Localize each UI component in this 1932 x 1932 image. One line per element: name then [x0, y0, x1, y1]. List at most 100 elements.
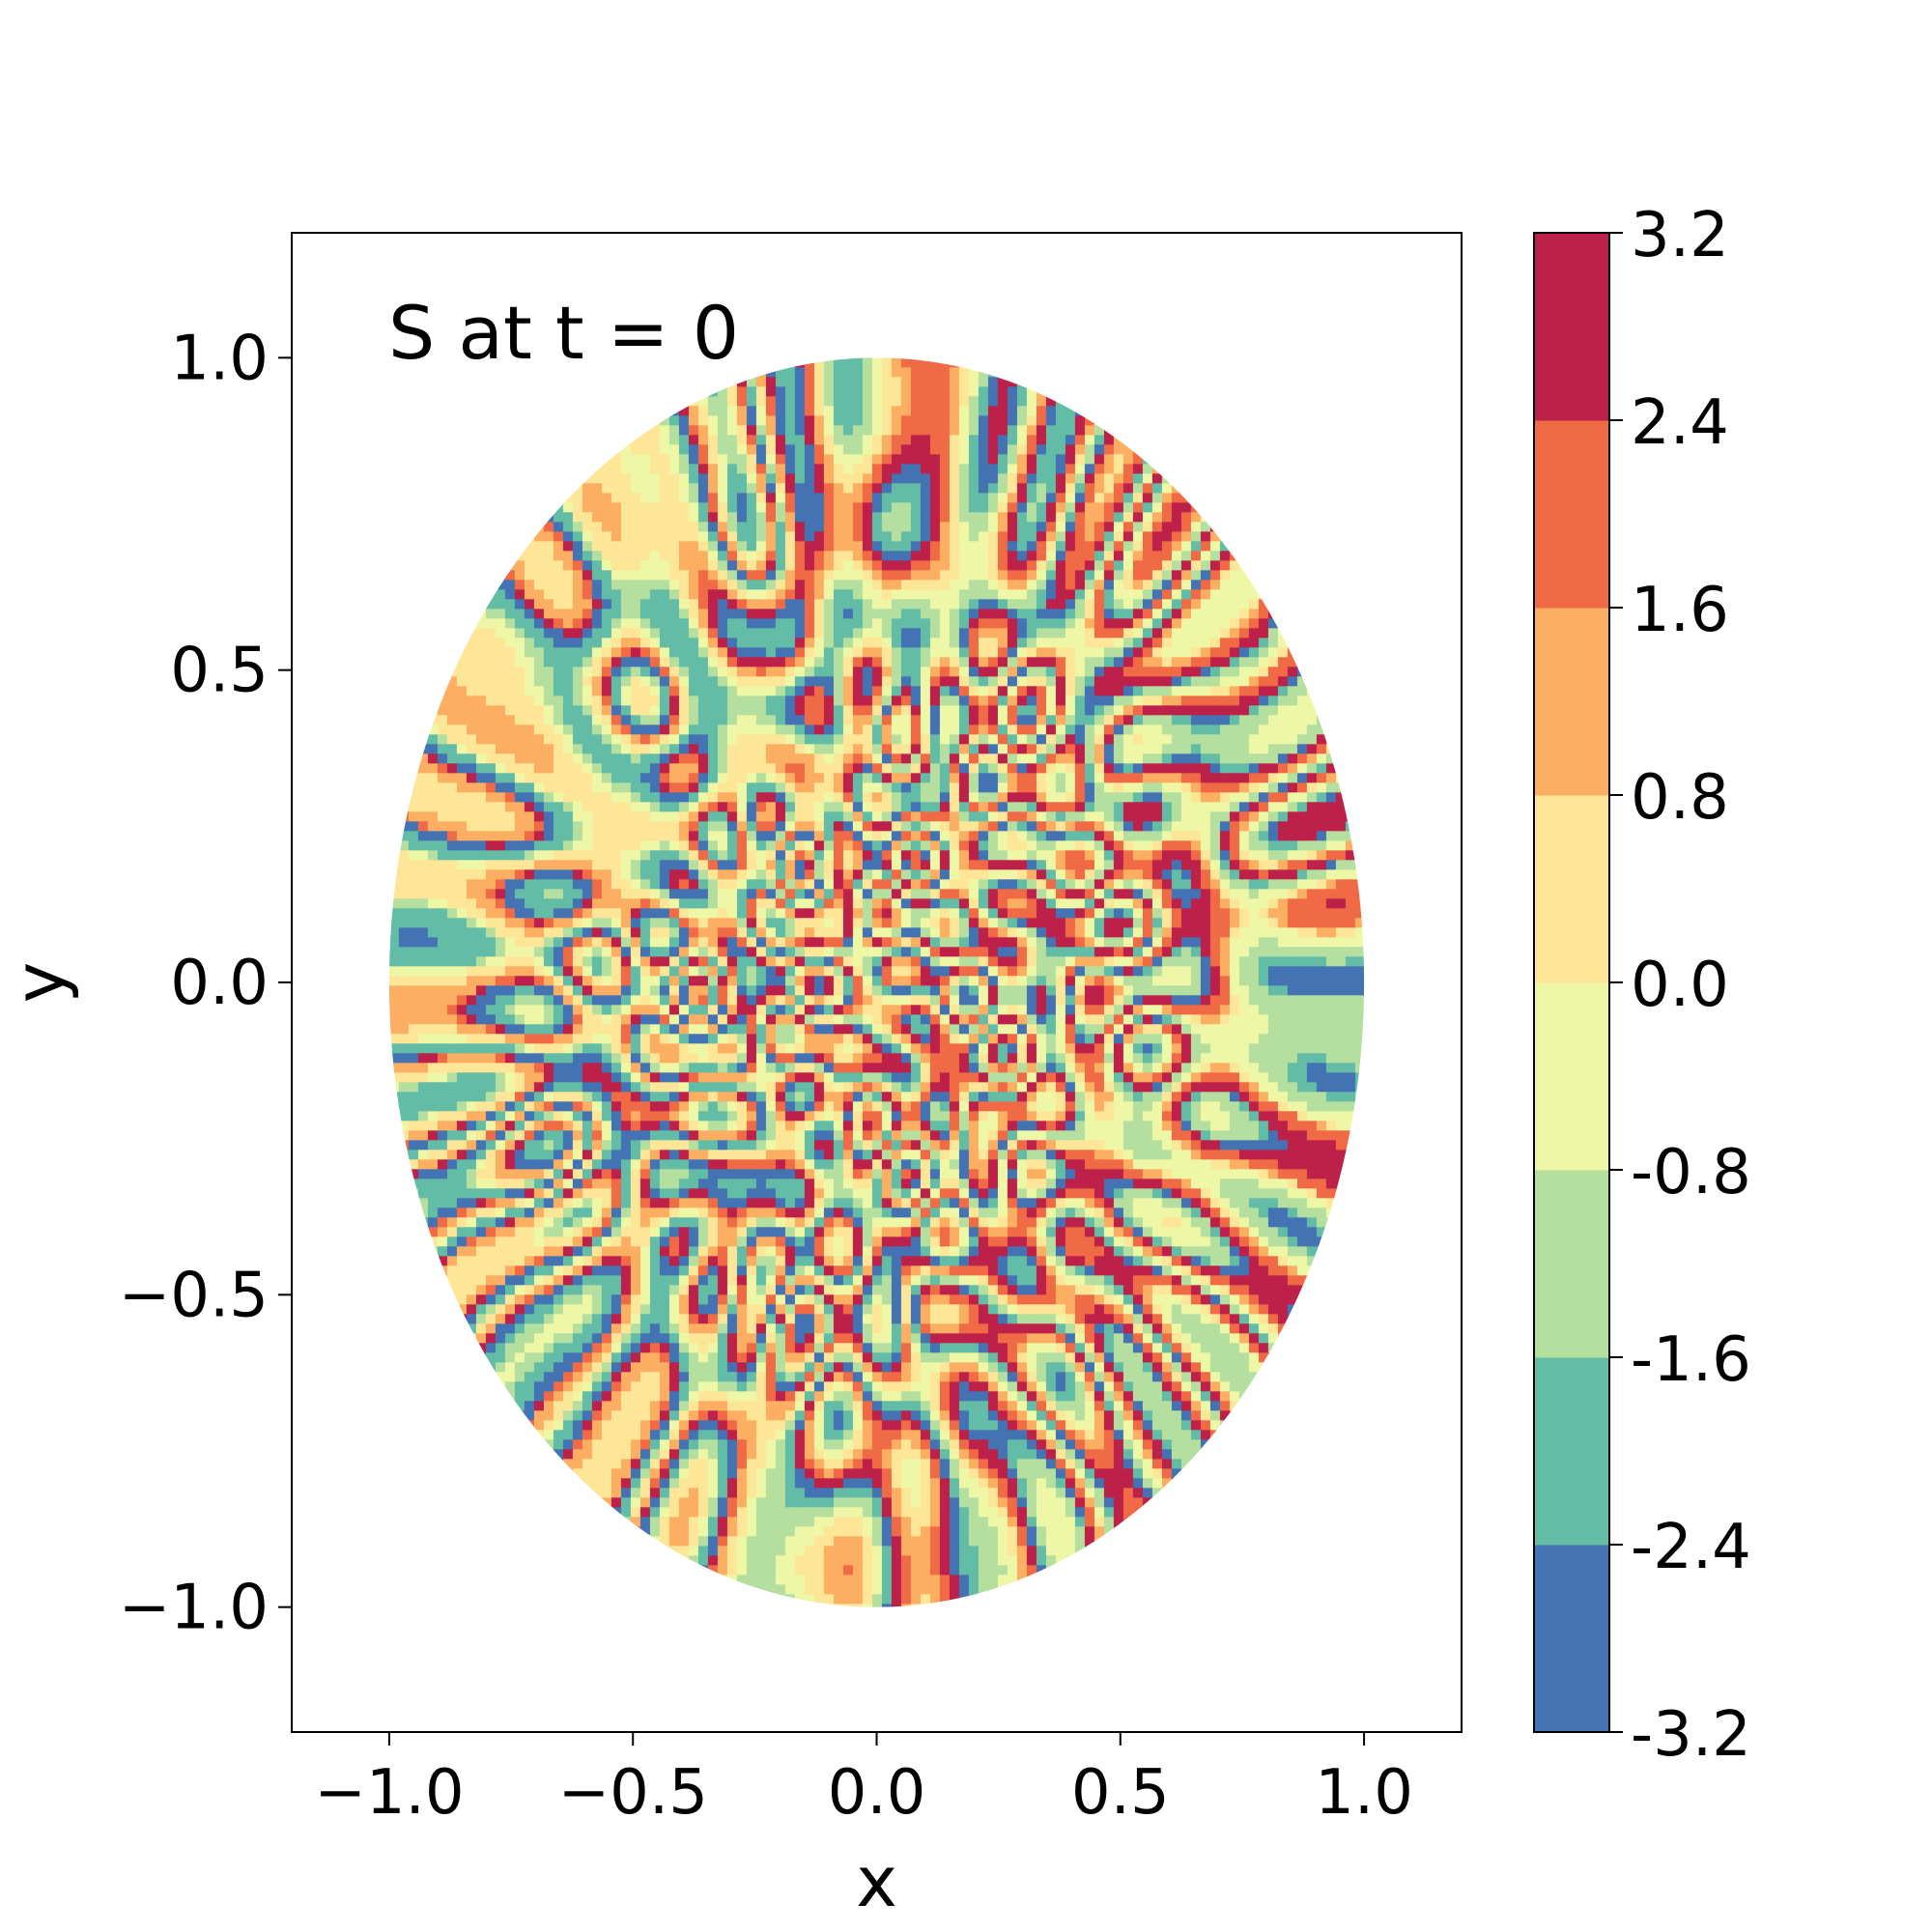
contour-cell	[929, 753, 941, 764]
contour-cell	[755, 396, 767, 407]
contour-cell	[707, 560, 719, 571]
contour-cell	[697, 580, 709, 590]
contour-cell	[871, 850, 883, 861]
contour-cell	[765, 638, 777, 648]
contour-cell	[871, 782, 883, 793]
contour-cell	[794, 686, 806, 696]
contour-cell	[717, 840, 728, 851]
contour-cell	[852, 589, 864, 600]
contour-cell	[1171, 570, 1182, 581]
contour-cell	[717, 493, 728, 503]
contour-cell	[871, 638, 883, 648]
contour-cell	[639, 464, 651, 474]
contour-cell	[639, 686, 651, 696]
contour-cell	[688, 782, 699, 793]
contour-cell	[524, 551, 535, 561]
contour-cell	[1171, 551, 1182, 561]
contour-cell	[1161, 869, 1173, 880]
contour-cell	[553, 860, 564, 870]
contour-cell	[1180, 531, 1192, 542]
contour-cell	[1113, 879, 1124, 890]
contour-cell	[804, 686, 815, 696]
contour-cell	[485, 686, 497, 696]
contour-cell	[697, 551, 709, 561]
contour-cell	[495, 667, 506, 677]
contour-cell	[514, 686, 526, 696]
contour-cell	[1036, 406, 1047, 416]
contour-cell	[949, 773, 960, 783]
contour-cell	[1055, 599, 1066, 610]
contour-cell	[920, 696, 931, 706]
contour-cell	[456, 869, 468, 880]
contour-cell	[1151, 676, 1163, 687]
contour-cell	[968, 473, 980, 484]
contour-cell	[678, 512, 690, 523]
contour-cell	[813, 609, 825, 619]
contour-cell	[958, 541, 970, 552]
contour-cell	[1190, 628, 1202, 639]
contour-cell	[630, 570, 641, 581]
contour-cell	[649, 686, 661, 696]
contour-cell	[939, 734, 951, 745]
contour-cell	[533, 763, 545, 774]
contour-cell	[543, 947, 554, 957]
contour-cell	[601, 483, 612, 494]
contour-cell	[572, 696, 583, 706]
contour-cell	[697, 589, 709, 600]
contour-cell	[1103, 927, 1115, 938]
contour-cell	[842, 473, 854, 484]
contour-cell	[1306, 724, 1318, 735]
contour-cell	[1055, 705, 1066, 716]
contour-cell	[1142, 657, 1153, 668]
contour-cell	[987, 937, 999, 948]
contour-cell	[649, 860, 661, 870]
contour-cell	[746, 773, 757, 783]
contour-cell	[639, 947, 651, 957]
contour-cell	[823, 454, 835, 465]
contour-cell	[572, 947, 583, 957]
contour-cell	[524, 560, 535, 571]
contour-cell	[852, 734, 864, 745]
contour-cell	[871, 647, 883, 658]
contour-cell	[717, 531, 728, 542]
contour-cell	[987, 831, 999, 841]
contour-cell	[1103, 551, 1115, 561]
contour-cell	[978, 464, 989, 474]
contour-cell	[1084, 908, 1095, 919]
contour-cell	[823, 483, 835, 494]
contour-cell	[1248, 792, 1260, 803]
contour-cell	[765, 821, 777, 832]
contour-cell	[688, 512, 699, 523]
contour-cell	[591, 947, 603, 957]
contour-cell	[1026, 396, 1037, 407]
contour-cell	[755, 696, 767, 706]
contour-cell	[1238, 657, 1250, 668]
contour-cell	[997, 734, 1009, 745]
contour-cell	[639, 473, 651, 484]
contour-cell	[668, 502, 680, 513]
contour-cell	[707, 724, 719, 735]
contour-cell	[755, 753, 767, 764]
contour-cell	[1016, 415, 1028, 426]
contour-cell	[1007, 609, 1018, 619]
contour-cell	[1026, 879, 1037, 890]
contour-cell	[582, 589, 593, 600]
contour-cell	[1277, 889, 1289, 899]
contour-cell	[582, 531, 593, 542]
contour-cell	[408, 908, 419, 919]
contour-cell	[611, 927, 622, 938]
contour-cell	[1200, 647, 1211, 658]
contour-cell	[1026, 908, 1037, 919]
contour-cell	[1016, 493, 1028, 503]
contour-cell	[813, 667, 825, 677]
contour-cell	[553, 889, 564, 899]
contour-cell	[1055, 763, 1066, 774]
contour-cell	[920, 850, 931, 861]
contour-cell	[1055, 531, 1066, 542]
contour-cell	[929, 802, 941, 812]
contour-cell	[620, 551, 632, 561]
contour-cell	[504, 831, 516, 841]
contour-cell	[775, 705, 786, 716]
contour-cell	[1045, 869, 1057, 880]
contour-cell	[1113, 560, 1124, 571]
